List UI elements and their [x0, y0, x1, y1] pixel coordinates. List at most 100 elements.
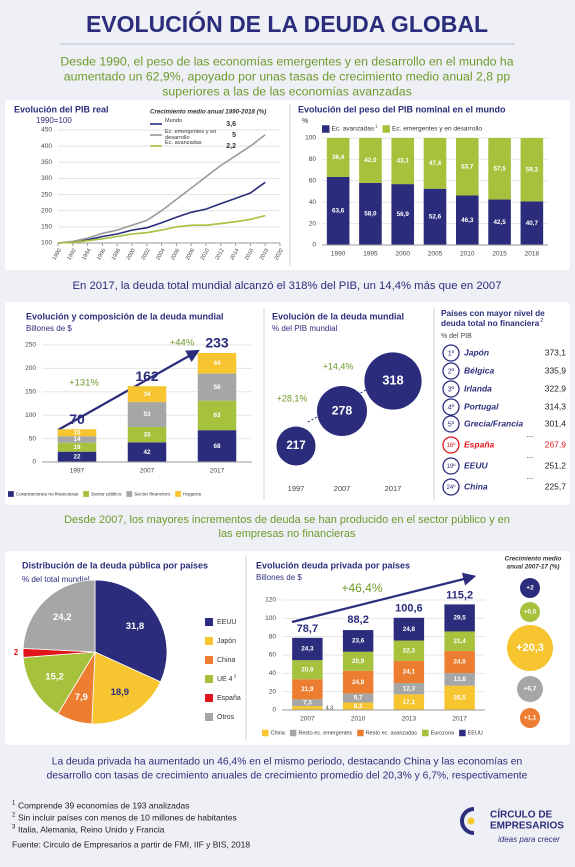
rank-badge [442, 478, 460, 496]
bar-segment [359, 138, 382, 183]
legend-label: Hogares [183, 491, 202, 497]
y-tick-label: 100 [25, 412, 36, 419]
bar-segment [127, 386, 167, 403]
legend-label: Ec. emergentes y en desarrollo [165, 129, 217, 141]
intro-line: aumentado un 62,9%, apoyado por unas tas… [64, 69, 511, 83]
bar-segment [197, 352, 237, 374]
bar-segment [393, 683, 425, 695]
growth-label: +2 [526, 585, 534, 592]
y-tick-label: 80 [269, 633, 277, 640]
value-label: 43,1 [397, 158, 410, 165]
y-tick-label: 100 [41, 240, 52, 247]
legend-title: Crecimiento medio anual 1990-2018 (%) [150, 109, 266, 116]
bubble-label: 278 [332, 403, 353, 417]
value-label: 46,3 [461, 217, 474, 224]
y-tick-label: 0 [32, 459, 36, 466]
rank: 19º [447, 463, 457, 470]
value-label: 14 [73, 436, 81, 443]
legend-label: Corporaciones no financieras [16, 491, 79, 497]
slice-label: 31,8 [126, 621, 145, 632]
bar-segment [520, 201, 544, 245]
logo-ring [460, 807, 475, 835]
legend-swatch [205, 656, 213, 664]
y-tick-label: 300 [41, 175, 52, 182]
value-label: 24,8 [403, 626, 416, 633]
rank: 4º [448, 404, 455, 411]
value-label: 22 [73, 454, 81, 461]
superscript: 3 [234, 673, 237, 678]
value-label: 42,5 [493, 219, 506, 226]
y-tick-label: 120 [265, 597, 276, 604]
growth-annotation: +28,1% [277, 393, 308, 403]
chart-subtitle: % del total mundial [22, 575, 90, 584]
bar-segment [292, 706, 323, 710]
bar-segment [391, 138, 415, 185]
legend-label: Sector público [91, 491, 122, 497]
x-tick-label: 2014 [229, 248, 240, 262]
x-tick-label: 2000 [395, 251, 410, 258]
country: Grecia/Francia [464, 418, 523, 428]
legend-growth: 5 [232, 132, 236, 139]
growth-bubble [507, 625, 553, 671]
y-tick-label: 200 [41, 207, 52, 214]
value-label: 53 [143, 411, 151, 418]
rank-badge [442, 344, 460, 362]
y-tick-label: 40 [309, 199, 317, 206]
bar-segment [326, 138, 350, 177]
y-tick-label: 40 [269, 670, 277, 677]
country-value: 225,7 [545, 481, 567, 491]
growth-annotation: +44% [170, 338, 195, 349]
total-label: 115,2 [446, 589, 473, 601]
total-label: 88,2 [347, 614, 368, 626]
x-tick-label: 2017 [385, 484, 402, 493]
trend-arrow [57, 349, 200, 431]
growth-bubble [520, 602, 540, 622]
y-tick-label: 150 [25, 389, 36, 396]
value-label: 4,3 [326, 705, 334, 711]
growth-annotation: +14,4% [323, 361, 354, 371]
pie-slice [94, 579, 168, 683]
logo-dot [467, 817, 475, 825]
bar-segment [455, 138, 479, 196]
section-heading: En 2017, la deuda total mundial alcanzó … [73, 280, 502, 292]
y-tick-label: 400 [41, 143, 52, 150]
logo-tagline: ideas para crecer [498, 835, 560, 844]
slice-label: 24,2 [53, 612, 72, 623]
legend-label: Japón [217, 638, 236, 645]
value-label: 29,5 [453, 615, 466, 622]
growth-label: +1,1 [524, 715, 537, 722]
logo-name: EMPRESARIOS [490, 821, 564, 832]
bar-segment [444, 604, 475, 632]
value-label: 19 [73, 444, 81, 451]
growth-title: anual 2007-17 (%) [507, 564, 560, 571]
x-tick-label: 2017 [452, 716, 467, 723]
value-label: 42,0 [364, 157, 377, 164]
chart-subtitle: 1990=100 [36, 116, 72, 125]
slice-label: 2 [14, 648, 19, 657]
chart-subtitle: Billones de $ [256, 573, 302, 582]
bar-segment [57, 429, 97, 437]
x-tick-label: 2018 [259, 248, 270, 262]
legend-label: Ec. avanzadas [332, 126, 375, 133]
bar-segment [393, 617, 425, 641]
y-tick-label: 50 [29, 435, 37, 442]
y-tick-label: 200 [25, 365, 36, 372]
legend-label: EEUU [217, 619, 236, 626]
legend-label: Mundo [165, 118, 183, 124]
legend-swatch [126, 491, 133, 497]
legend-swatch [175, 491, 182, 497]
chart-title: Distribución de la deuda pública por paí… [22, 560, 208, 570]
chart-subtitle: % del PIB mundial [272, 324, 338, 333]
value-label: 24,8 [352, 679, 365, 686]
x-tick-label: 2000 [126, 248, 137, 262]
country-value: 314,3 [545, 401, 567, 411]
growth-label: +6,7 [524, 686, 537, 693]
pie-slice [91, 651, 162, 725]
y-tick-label: 60 [309, 178, 317, 185]
y-tick-label: 100 [265, 615, 276, 622]
value-label: 13,8 [453, 676, 466, 683]
growth-annotation: +46,4% [341, 581, 382, 595]
legend-label: Resto ec. emergentes [298, 730, 352, 736]
growth-label: +20,3 [516, 642, 544, 654]
rank: 1º [448, 350, 455, 357]
